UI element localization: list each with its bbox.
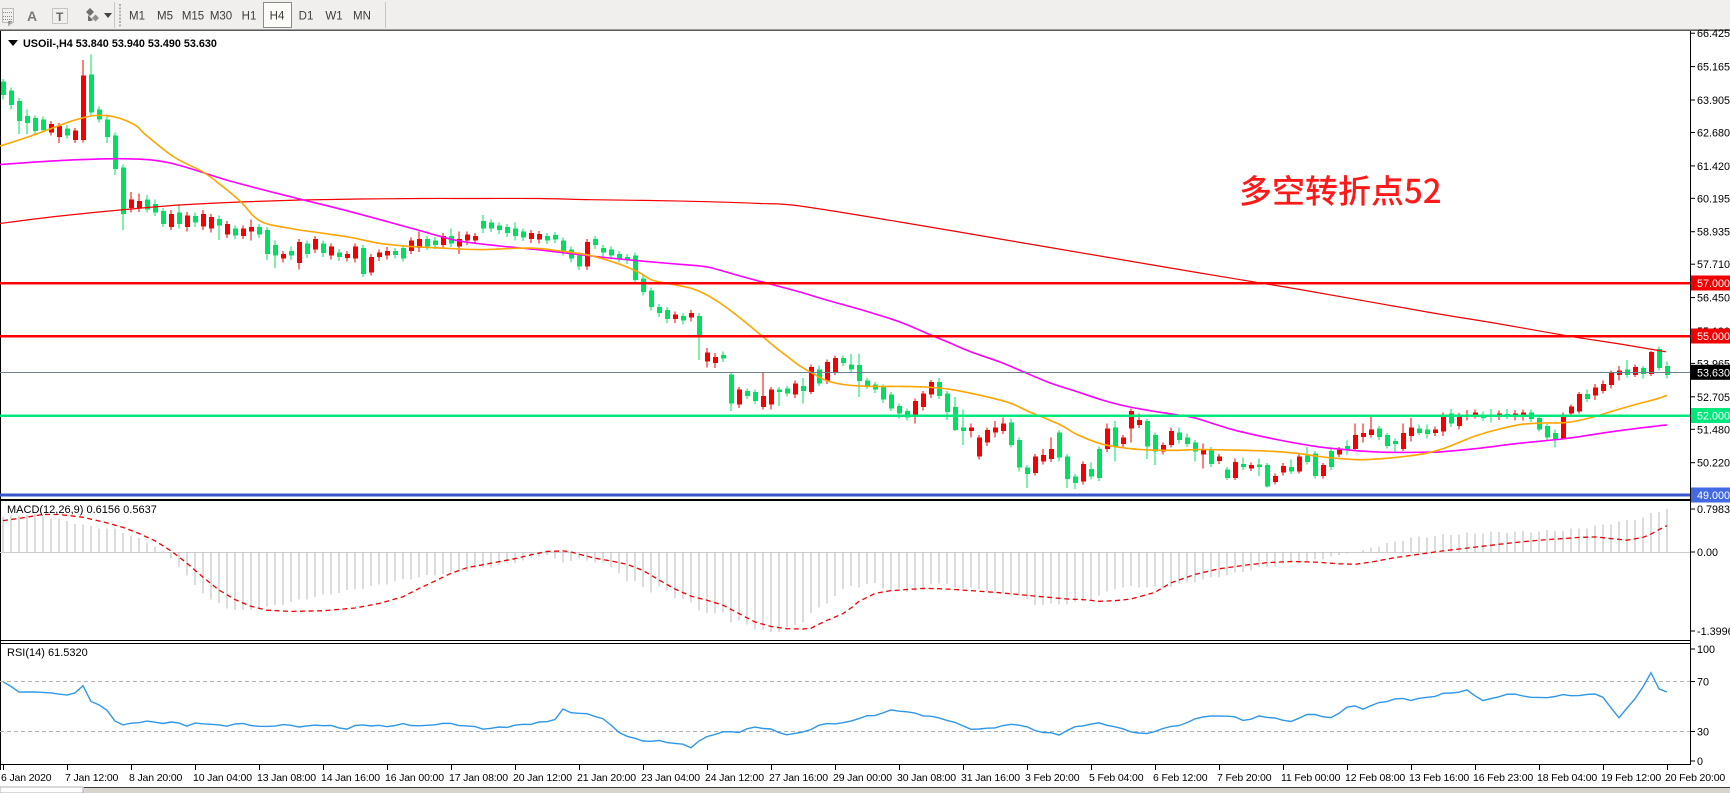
svg-text:52.705: 52.705 bbox=[1697, 392, 1730, 404]
svg-text:63.905: 63.905 bbox=[1697, 95, 1730, 107]
svg-text:USOil-,H4 53.840 53.940 53.49: USOil-,H4 53.840 53.940 53.490 53.630 bbox=[23, 38, 217, 50]
svg-text:7 Feb 20:00: 7 Feb 20:00 bbox=[1217, 772, 1272, 784]
svg-text:0.00: 0.00 bbox=[1697, 547, 1718, 559]
svg-text:20 Jan 12:00: 20 Jan 12:00 bbox=[513, 772, 572, 784]
svg-text:58.935: 58.935 bbox=[1697, 227, 1730, 239]
svg-text:H4: H4 bbox=[270, 11, 285, 23]
svg-text:M15: M15 bbox=[182, 11, 204, 23]
svg-text:D1: D1 bbox=[299, 11, 314, 23]
svg-text:52.000: 52.000 bbox=[1697, 411, 1730, 423]
svg-text:3 Feb 20:00: 3 Feb 20:00 bbox=[1025, 772, 1080, 784]
svg-text:F: F bbox=[8, 21, 12, 28]
svg-text:13 Jan 08:00: 13 Jan 08:00 bbox=[257, 772, 316, 784]
svg-text:-1.3996: -1.3996 bbox=[1697, 626, 1730, 638]
svg-text:57.000: 57.000 bbox=[1697, 278, 1730, 290]
svg-text:6 Jan 2020: 6 Jan 2020 bbox=[1, 772, 52, 784]
svg-text:6 Feb 12:00: 6 Feb 12:00 bbox=[1153, 772, 1208, 784]
svg-text:62.680: 62.680 bbox=[1697, 128, 1730, 140]
svg-text:56.450: 56.450 bbox=[1697, 293, 1730, 305]
svg-text:100: 100 bbox=[1697, 644, 1715, 656]
svg-text:MACD(12,26,9) 0.6156 0.5637: MACD(12,26,9) 0.6156 0.5637 bbox=[7, 504, 157, 516]
svg-text:14 Jan 16:00: 14 Jan 16:00 bbox=[321, 772, 380, 784]
svg-text:W1: W1 bbox=[325, 11, 342, 23]
svg-text:30: 30 bbox=[1697, 727, 1709, 739]
svg-text:M30: M30 bbox=[210, 11, 232, 23]
svg-text:10 Jan 04:00: 10 Jan 04:00 bbox=[193, 772, 252, 784]
svg-text:7 Jan 12:00: 7 Jan 12:00 bbox=[65, 772, 119, 784]
svg-text:0: 0 bbox=[1697, 756, 1703, 768]
svg-text:24 Jan 12:00: 24 Jan 12:00 bbox=[705, 772, 764, 784]
svg-text:5 Feb 04:00: 5 Feb 04:00 bbox=[1089, 772, 1144, 784]
svg-text:51.480: 51.480 bbox=[1697, 424, 1730, 436]
svg-text:T: T bbox=[56, 10, 64, 24]
svg-text:53.630: 53.630 bbox=[1697, 367, 1730, 379]
svg-text:23 Jan 04:00: 23 Jan 04:00 bbox=[641, 772, 700, 784]
svg-text:19 Feb 12:00: 19 Feb 12:00 bbox=[1601, 772, 1661, 784]
svg-text:MN: MN bbox=[353, 11, 371, 23]
svg-text:20 Feb 20:00: 20 Feb 20:00 bbox=[1665, 772, 1725, 784]
svg-text:57.710: 57.710 bbox=[1697, 259, 1730, 271]
svg-text:13 Feb 16:00: 13 Feb 16:00 bbox=[1409, 772, 1469, 784]
svg-text:31 Jan 16:00: 31 Jan 16:00 bbox=[961, 772, 1020, 784]
svg-text:M5: M5 bbox=[157, 11, 173, 23]
svg-text:M1: M1 bbox=[129, 11, 145, 23]
svg-text:18 Feb 04:00: 18 Feb 04:00 bbox=[1537, 772, 1597, 784]
svg-text:61.420: 61.420 bbox=[1697, 161, 1730, 173]
svg-text:RSI(14) 61.5320: RSI(14) 61.5320 bbox=[7, 647, 88, 659]
svg-text:17 Jan 08:00: 17 Jan 08:00 bbox=[449, 772, 508, 784]
svg-text:27 Jan 16:00: 27 Jan 16:00 bbox=[769, 772, 828, 784]
svg-text:49.000: 49.000 bbox=[1697, 490, 1730, 502]
svg-text:12 Feb 08:00: 12 Feb 08:00 bbox=[1345, 772, 1405, 784]
svg-text:55.000: 55.000 bbox=[1697, 331, 1730, 343]
svg-text:30 Jan 08:00: 30 Jan 08:00 bbox=[897, 772, 956, 784]
svg-text:21 Jan 20:00: 21 Jan 20:00 bbox=[577, 772, 636, 784]
svg-text:8 Jan 20:00: 8 Jan 20:00 bbox=[129, 772, 183, 784]
svg-text:0.7983: 0.7983 bbox=[1697, 504, 1730, 516]
svg-text:A: A bbox=[27, 8, 37, 24]
svg-text:H1: H1 bbox=[242, 11, 257, 23]
svg-text:60.195: 60.195 bbox=[1697, 193, 1730, 205]
svg-text:50.220: 50.220 bbox=[1697, 458, 1730, 470]
svg-text:65.165: 65.165 bbox=[1697, 62, 1730, 74]
svg-text:70: 70 bbox=[1697, 677, 1709, 689]
svg-text:16 Jan 00:00: 16 Jan 00:00 bbox=[385, 772, 444, 784]
svg-text:29 Jan 00:00: 29 Jan 00:00 bbox=[833, 772, 892, 784]
svg-text:16 Feb 23:00: 16 Feb 23:00 bbox=[1473, 772, 1533, 784]
svg-text:66.425: 66.425 bbox=[1697, 28, 1730, 40]
svg-text:11 Feb 00:00: 11 Feb 00:00 bbox=[1281, 772, 1341, 784]
